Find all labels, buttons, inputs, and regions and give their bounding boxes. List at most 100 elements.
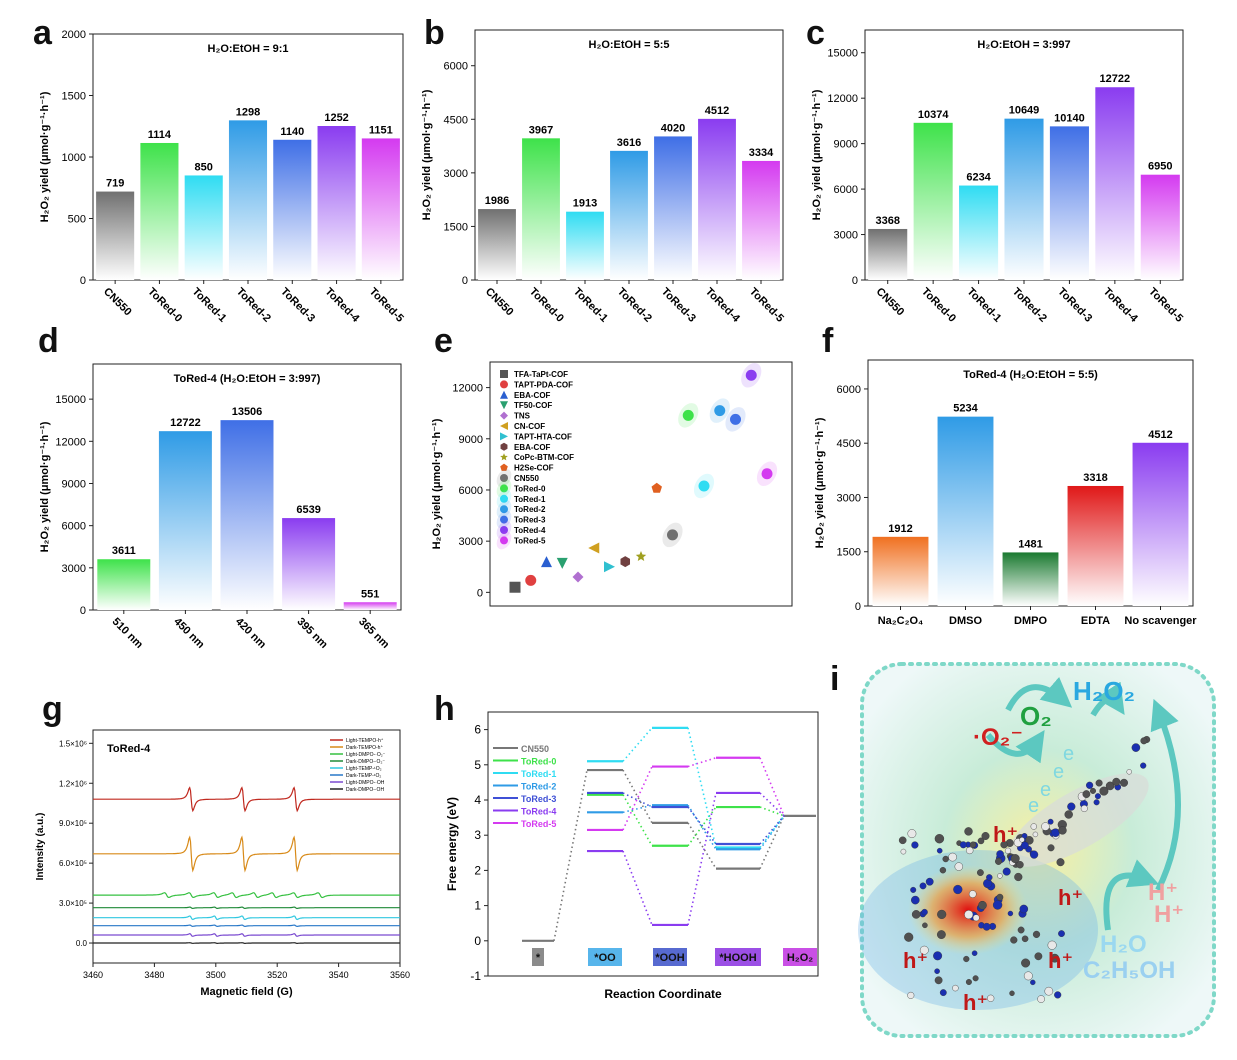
atom <box>964 910 974 920</box>
legend-marker <box>500 401 508 410</box>
atom <box>921 908 928 916</box>
bar <box>698 118 736 280</box>
y-axis-label: H₂O₂ yield (μmol·g⁻¹·h⁻¹) <box>814 417 826 548</box>
x-tick-label: 3500 <box>206 970 226 980</box>
panel-letter-g: g <box>42 690 63 728</box>
atom <box>907 991 915 999</box>
y-tick-label: 0 <box>474 934 481 948</box>
atom <box>922 922 928 929</box>
atom <box>1080 804 1088 812</box>
atom <box>911 895 920 905</box>
y-tick-label: 1.5×10⁶ <box>59 739 87 748</box>
y-tick-label: 1 <box>474 899 481 913</box>
legend-label: H2Se-COF <box>514 464 554 473</box>
bar <box>97 559 151 610</box>
legend-label: Dark-TEMPO-h⁺ <box>346 745 383 751</box>
bar <box>140 142 179 280</box>
bar <box>343 602 397 610</box>
y-tick-label: 3000 <box>459 536 483 548</box>
panel-f-bar-chart: 0 1500 3000 4500 6000 H₂O₂ yield (μmol·g⁻¹·h⁻… <box>814 359 1197 627</box>
bar <box>317 126 356 280</box>
y-tick-label: 3000 <box>837 492 861 504</box>
legend-label: EBA-COF <box>514 391 551 400</box>
y-tick-label: 4500 <box>837 438 861 450</box>
y-tick-label: 9000 <box>62 478 86 490</box>
atom <box>977 837 985 845</box>
bar <box>96 191 135 280</box>
bar-value-label: 10649 <box>1009 105 1040 117</box>
atom <box>1021 832 1028 839</box>
x-tick-label: ToRed-1 <box>190 286 229 325</box>
bar-value-label: 1151 <box>369 124 393 136</box>
y-tick-label: 9.0×10⁵ <box>59 819 87 828</box>
y-tick-label: 500 <box>68 214 86 226</box>
legend-marker <box>500 494 508 503</box>
legend-label: Light-TEMPO-h⁺ <box>346 738 384 744</box>
atom <box>898 836 907 845</box>
panel-a-bar-chart: 0 500 1000 1500 2000 H₂O₂ yield (μmol·g⁻¹·h⁻¹… <box>39 29 406 325</box>
data-point <box>509 581 521 593</box>
atom <box>939 866 947 874</box>
atom <box>994 857 1002 865</box>
atom <box>972 975 979 982</box>
atom <box>1023 971 1033 981</box>
x-tick-label: ToRed-0 <box>527 286 566 325</box>
y-tick-label: 6000 <box>62 521 86 533</box>
x-tick-label: ToRed-2 <box>1010 286 1049 325</box>
x-tick-label: 3480 <box>144 970 164 980</box>
bar <box>742 160 780 280</box>
hole-label-2: h⁺ <box>1058 885 1083 910</box>
mechanism-schematic: H₂O₂ O₂ ·O₂⁻ e e e e h⁺ h⁺ h⁺ h⁺ h⁺ H₂O … <box>858 662 1216 1038</box>
bar-value-label: 13506 <box>232 406 263 418</box>
bar <box>872 536 929 606</box>
y-tick-label: 1500 <box>62 91 86 103</box>
legend-label: CN550 <box>514 474 539 483</box>
spectrum-line <box>93 906 400 910</box>
atom <box>959 841 967 849</box>
bar-value-label: 5234 <box>953 403 978 415</box>
panel-letter-f: f <box>822 322 834 360</box>
y-tick-label: 4500 <box>444 114 468 126</box>
hole-label-5: h⁺ <box>963 990 988 1015</box>
y-tick-label: 15000 <box>827 48 858 60</box>
legend-label: Dark-DMPO-·OH <box>346 787 384 793</box>
x-tick-label: DMSO <box>949 615 982 627</box>
y-tick-label: 2 <box>474 863 481 877</box>
bar <box>522 138 560 280</box>
plot-frame <box>92 729 401 964</box>
category-box <box>783 948 817 966</box>
bar-value-label: 1298 <box>236 106 260 118</box>
atom <box>1058 826 1067 835</box>
x-tick-label: CN550 <box>483 286 516 319</box>
x-tick-label: CN550 <box>874 286 907 319</box>
bar-value-label: 850 <box>195 161 213 173</box>
x-tick-label: ToRed-5 <box>747 286 786 325</box>
bar <box>273 139 312 280</box>
x-tick-label: No scavenger <box>1124 615 1197 627</box>
bar-value-label: 6234 <box>966 172 991 184</box>
x-tick-label: ToRed-2 <box>234 286 273 325</box>
legend-label: TF50-COF <box>514 401 552 410</box>
energy-connector <box>759 757 785 817</box>
spectrum-line <box>93 835 400 873</box>
legend-label: Light-TEMP-¹O₂ <box>346 766 382 772</box>
data-point <box>588 542 600 554</box>
return-arrow <box>985 730 1045 764</box>
y-tick-label: 1500 <box>444 221 468 233</box>
category-label: * <box>536 952 541 964</box>
atom <box>919 882 927 890</box>
category-box <box>588 948 622 966</box>
bar <box>1140 174 1180 280</box>
y-tick-label: 3.0×10⁵ <box>59 899 87 908</box>
atom <box>1086 781 1094 789</box>
y-tick-label: 9000 <box>834 139 858 151</box>
bar <box>361 138 400 280</box>
atom <box>964 827 973 836</box>
legend-label: ToRed-0 <box>521 757 556 767</box>
atom <box>977 869 984 877</box>
data-point <box>604 561 615 573</box>
y-axis-label: H₂O₂ yield (μmol·g⁻¹·h⁻¹) <box>39 91 51 222</box>
y-tick-label: 3 <box>474 828 481 842</box>
category-box <box>532 948 544 966</box>
